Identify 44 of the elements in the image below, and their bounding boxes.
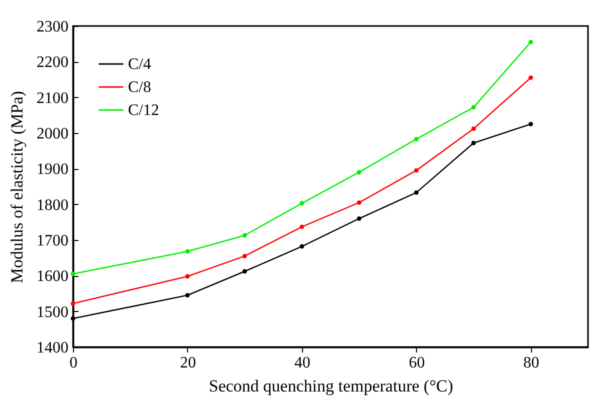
x-tick-label: 80 bbox=[523, 354, 540, 372]
point bbox=[356, 170, 362, 174]
y-tick-label: 1400 bbox=[36, 340, 68, 356]
legend-label: C/8 bbox=[128, 79, 152, 96]
point bbox=[185, 274, 190, 279]
x-axis-title: Second quenching temperature (°C) bbox=[208, 376, 454, 396]
x-tick-label: 60 bbox=[408, 354, 425, 372]
y-tick-label: 2300 bbox=[36, 18, 68, 36]
point bbox=[300, 201, 304, 206]
y-tick-label: 1600 bbox=[36, 268, 68, 286]
point bbox=[528, 122, 534, 126]
x-tick-label: 20 bbox=[180, 354, 196, 372]
legend-label: C/4 bbox=[128, 56, 152, 73]
point bbox=[528, 75, 534, 80]
y-tick-label: 2200 bbox=[36, 54, 68, 72]
point bbox=[356, 200, 362, 205]
x-tick-label: 0 bbox=[70, 354, 78, 372]
point bbox=[414, 190, 419, 195]
point bbox=[414, 168, 419, 173]
x-tick-label: 40 bbox=[294, 354, 310, 372]
point bbox=[70, 272, 76, 276]
y-tick-label: 1900 bbox=[36, 161, 68, 178]
point bbox=[70, 301, 76, 306]
y-tick-label: 1500 bbox=[36, 304, 68, 321]
point bbox=[471, 126, 476, 131]
point bbox=[356, 216, 362, 221]
point bbox=[528, 40, 534, 44]
point bbox=[300, 224, 304, 230]
point bbox=[471, 140, 476, 146]
point bbox=[414, 136, 419, 142]
y-tick-label: 2100 bbox=[36, 90, 68, 107]
point bbox=[471, 105, 476, 110]
legend-label: C/12 bbox=[128, 102, 160, 119]
point bbox=[185, 249, 190, 254]
point bbox=[242, 269, 247, 274]
point bbox=[185, 293, 190, 298]
point bbox=[70, 316, 76, 321]
y-tick-label: 1800 bbox=[36, 196, 68, 214]
y-axis-title: Modulus of elasticity (MPa) bbox=[8, 90, 26, 284]
point bbox=[242, 233, 247, 238]
y-tick-label: 1700 bbox=[36, 232, 68, 250]
y-tick-label: 2000 bbox=[36, 126, 68, 142]
point bbox=[242, 254, 247, 258]
point bbox=[300, 244, 304, 249]
